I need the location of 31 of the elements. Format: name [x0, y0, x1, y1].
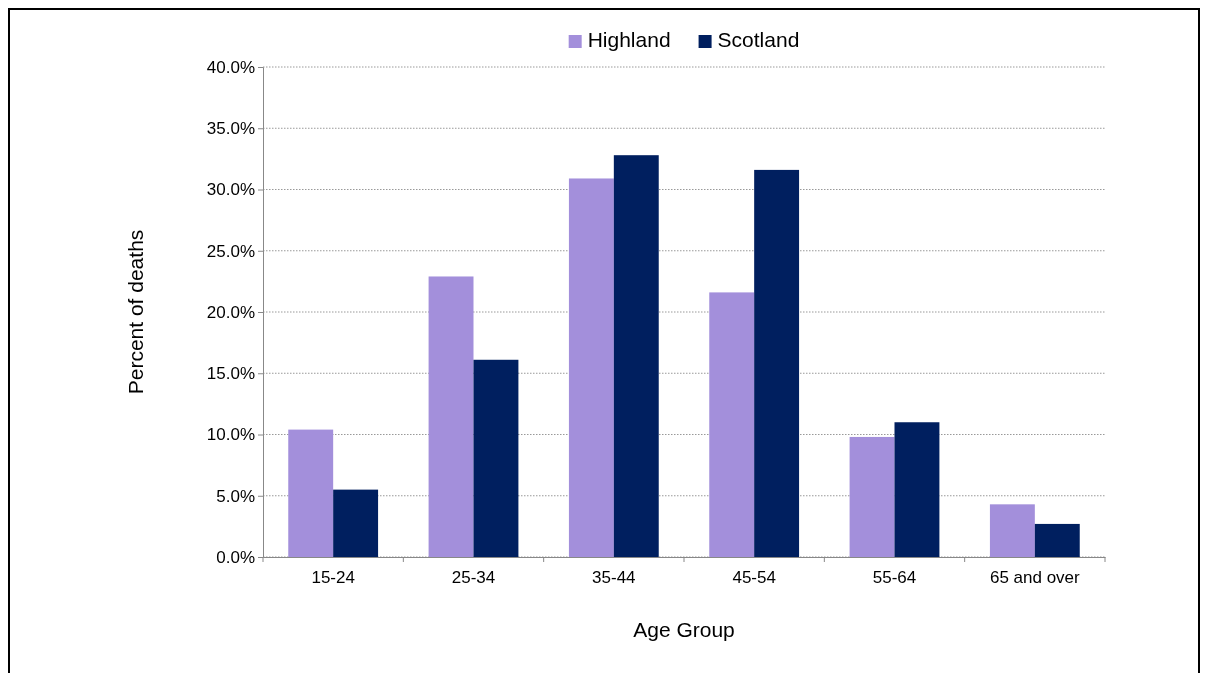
y-tick-label: 0.0%: [216, 547, 255, 567]
bar: [428, 276, 474, 557]
x-tick-label: 25-34: [451, 568, 496, 588]
x-tick-label: 55-64: [872, 568, 917, 588]
x-axis-title: Age Group: [633, 618, 735, 641]
y-tick-label: 15.0%: [206, 364, 255, 384]
bar: [568, 178, 614, 557]
bar: [1034, 523, 1080, 557]
x-tick-label: 15-24: [311, 568, 355, 588]
y-tick-label: 40.0%: [206, 57, 255, 77]
bar: [709, 292, 755, 557]
bar: [473, 359, 519, 557]
y-tick-label: 35.0%: [206, 119, 255, 139]
y-tick-label: 30.0%: [206, 180, 255, 200]
x-tick-label: 35-44: [592, 568, 636, 588]
legend-label: Scotland: [717, 28, 800, 51]
bar: [613, 155, 659, 557]
legend-label: Highland: [587, 28, 671, 51]
y-tick-label: 5.0%: [216, 486, 255, 506]
y-tick-label: 25.0%: [206, 241, 255, 261]
y-tick-label: 10.0%: [206, 425, 255, 445]
bar: [754, 169, 800, 557]
x-tick-label: 65 and over: [989, 568, 1081, 588]
y-tick-label: 20.0%: [206, 302, 255, 322]
bar: [849, 436, 895, 557]
bar: [288, 429, 334, 557]
bar: [989, 504, 1035, 557]
y-axis-title: Percent of deaths: [124, 229, 147, 395]
bar: [333, 489, 379, 557]
x-tick-label: 45-54: [732, 568, 776, 588]
bar: [894, 422, 940, 557]
